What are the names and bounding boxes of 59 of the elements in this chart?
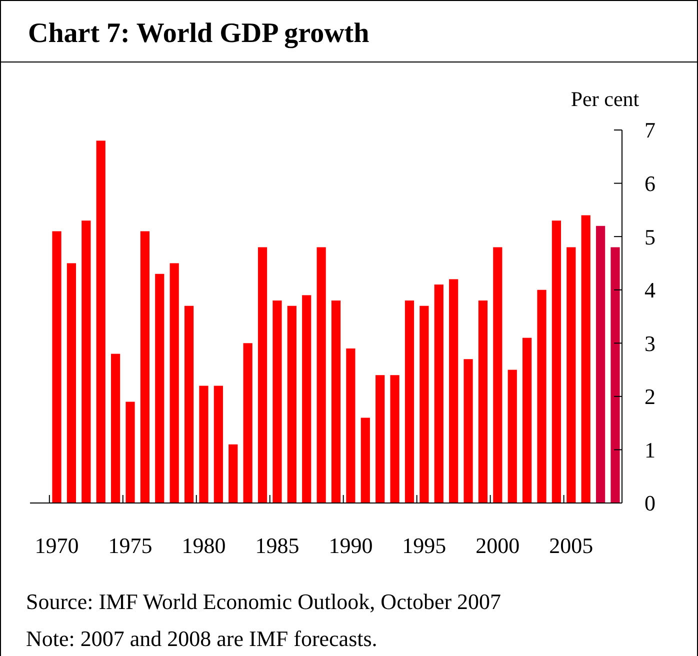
bar — [110, 354, 120, 503]
bar — [155, 274, 164, 503]
bar — [610, 247, 620, 503]
bar — [508, 370, 517, 503]
y-tick-label: 5 — [644, 224, 656, 250]
x-tick-label: 2000 — [476, 533, 520, 558]
bar — [287, 306, 296, 503]
bar — [52, 231, 62, 503]
y-tick-label: 0 — [644, 490, 656, 516]
bar — [258, 247, 268, 503]
bar — [478, 300, 488, 503]
bar — [581, 215, 590, 503]
x-tick-label: 1980 — [182, 533, 226, 558]
bar — [331, 300, 341, 503]
y-tick-label: 2 — [644, 384, 656, 410]
x-tick-label: 1975 — [108, 533, 152, 558]
bar — [434, 284, 444, 503]
bar — [243, 343, 252, 503]
text: Note: 2007 and 2008 are IMF forecasts. — [26, 626, 378, 651]
bar — [404, 300, 414, 503]
source-note: Source: IMF World Economic Outlook, October 2007 — [26, 589, 502, 614]
bar — [140, 231, 150, 503]
bar — [376, 375, 385, 503]
bar — [66, 263, 76, 503]
chart-title: Chart 7: World GDP growth — [28, 18, 370, 49]
y-axis-title: Per cent — [570, 87, 640, 111]
bar — [449, 279, 458, 503]
bar — [464, 359, 473, 503]
y-tick-label: 3 — [644, 330, 656, 356]
y-tick-label: 6 — [644, 170, 656, 196]
bar — [316, 247, 326, 503]
x-tick-label: 1985 — [255, 533, 300, 558]
bar — [360, 418, 370, 503]
x-tick-label: 1995 — [402, 533, 446, 558]
bar — [346, 348, 356, 503]
y-tick-label: 4 — [644, 278, 656, 303]
bar — [228, 444, 238, 503]
bar — [214, 386, 223, 503]
bar — [552, 220, 562, 503]
bar — [493, 247, 502, 503]
bar — [390, 375, 400, 503]
x-tick-label: 1990 — [328, 533, 373, 558]
bar — [82, 220, 91, 503]
bar — [537, 290, 546, 503]
bar — [420, 306, 429, 503]
y-tick-label: 1 — [644, 437, 656, 462]
y-tick-label: 7 — [644, 118, 656, 143]
bar — [566, 247, 576, 503]
bar — [170, 263, 179, 503]
bar — [302, 295, 312, 503]
bar — [522, 338, 532, 503]
bar — [272, 300, 282, 503]
bar — [126, 402, 135, 503]
bar — [596, 226, 606, 503]
bar — [199, 386, 208, 503]
x-tick-label: 2005 — [549, 533, 594, 558]
bar — [96, 140, 106, 503]
bar — [184, 306, 194, 503]
x-tick-label: 1970 — [34, 533, 79, 558]
